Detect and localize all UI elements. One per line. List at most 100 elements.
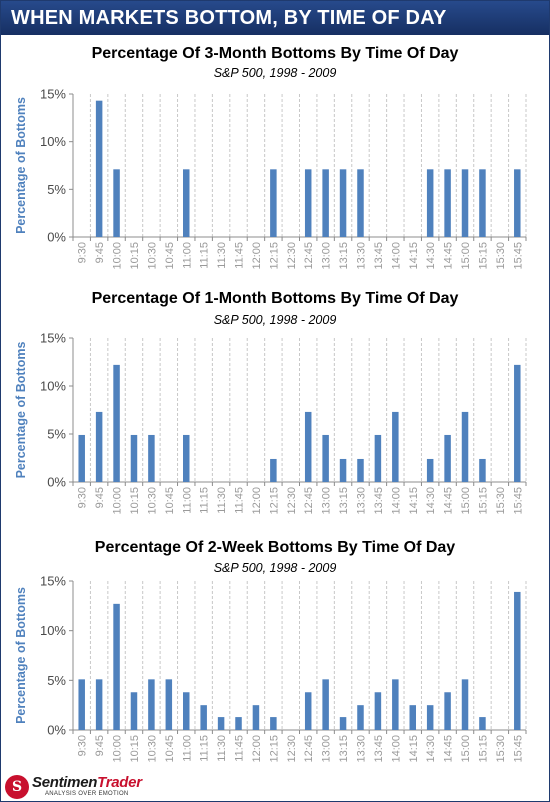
x-tick-label: 13:30 bbox=[355, 735, 367, 763]
y-tick-label: 5% bbox=[47, 182, 66, 197]
x-tick-label: 15:30 bbox=[495, 242, 507, 270]
x-tick-label: 14:45 bbox=[443, 242, 455, 270]
x-tick-label: 11:30 bbox=[216, 242, 228, 269]
y-tick-label: 10% bbox=[40, 379, 66, 394]
sentimentrader-logo: S SentimenTrader ANALYSIS OVER EMOTION bbox=[5, 774, 142, 800]
x-tick-label: 9:45 bbox=[94, 735, 106, 756]
chart-title: Percentage Of 1-Month Bottoms By Time Of… bbox=[91, 290, 459, 307]
bar bbox=[270, 458, 277, 482]
bar bbox=[322, 169, 329, 237]
x-tick-label: 12:30 bbox=[286, 242, 298, 270]
bar-chart-svg: 0% 5% 10% 15% 9:30 9:45 10:00 10:15 10:30 10:45 11… bbox=[14, 331, 527, 515]
chart-1-month-bottoms: Percentage Of 1-Month Bottoms By Time Of… bbox=[1, 285, 549, 530]
bar bbox=[444, 434, 451, 482]
chart-title: Percentage Of 2-Week Bottoms By Time Of … bbox=[94, 539, 456, 556]
x-tick-label: 9:30 bbox=[77, 735, 89, 756]
x-tick-label: 9:45 bbox=[94, 242, 106, 263]
bar bbox=[374, 692, 382, 730]
x-tick-label: 12:45 bbox=[303, 487, 315, 515]
bar bbox=[304, 169, 312, 237]
x-tick-label: 10:00 bbox=[112, 487, 124, 515]
y-axis-title: Percentage of Bottoms bbox=[14, 342, 28, 479]
y-tick-label: 0% bbox=[47, 230, 66, 245]
x-tick-label: 12:15 bbox=[268, 487, 280, 515]
bar-chart-svg: 0% 5% 10% 15% 9:30 9:45 10:00 10:15 10:30 10:45 11… bbox=[14, 87, 527, 270]
y-tick-label: 5% bbox=[47, 427, 66, 442]
x-tick-label: 10:30 bbox=[146, 735, 158, 763]
x-tick-label: 10:45 bbox=[164, 487, 176, 515]
x-tick-label: 15:30 bbox=[495, 735, 507, 763]
x-tick-label: 11:15 bbox=[199, 735, 211, 762]
x-tick-label: 13:45 bbox=[373, 735, 385, 763]
x-tick-label: 11:00 bbox=[181, 487, 193, 514]
x-tick-label: 14:30 bbox=[425, 242, 437, 270]
x-tick-label: 15:00 bbox=[460, 735, 472, 763]
x-tick-label: 9:45 bbox=[94, 487, 106, 508]
x-tick-label: 13:15 bbox=[338, 735, 350, 763]
logo-name: SentimenTrader bbox=[32, 774, 142, 791]
x-tick-label: 12:00 bbox=[251, 242, 263, 270]
bar bbox=[78, 434, 85, 482]
bar bbox=[392, 679, 399, 730]
x-tick-label: 12:15 bbox=[268, 242, 280, 270]
x-tick-label: 14:45 bbox=[443, 487, 455, 515]
chart-title: Percentage Of 3-Month Bottoms By Time Of… bbox=[91, 45, 459, 62]
x-tick-label: 11:00 bbox=[181, 242, 193, 269]
bar bbox=[200, 705, 207, 730]
bar bbox=[270, 717, 277, 730]
x-tick-label: 11:45 bbox=[234, 735, 246, 762]
x-tick-label: 13:00 bbox=[321, 487, 333, 515]
page-title: WHEN MARKETS BOTTOM, BY TIME OF DAY bbox=[1, 1, 549, 35]
bar bbox=[357, 458, 364, 482]
chart-2-week-bottoms: Percentage Of 2-Week Bottoms By Time Of … bbox=[1, 530, 549, 775]
x-tick-label: 11:15 bbox=[199, 242, 211, 269]
x-tick-label: 11:45 bbox=[234, 242, 246, 269]
x-tick-label: 10:15 bbox=[129, 487, 141, 515]
bar bbox=[426, 705, 434, 730]
x-tick-label: 12:15 bbox=[268, 735, 280, 763]
bar bbox=[235, 717, 242, 730]
x-tick-label: 12:45 bbox=[303, 242, 315, 270]
chart-subtitle: S&P 500, 1998 - 2009 bbox=[213, 561, 337, 575]
bar bbox=[304, 411, 312, 482]
bar bbox=[130, 434, 138, 482]
x-tick-label: 15:15 bbox=[477, 487, 489, 515]
x-tick-label: 12:00 bbox=[251, 487, 263, 515]
bar bbox=[183, 169, 190, 237]
bar bbox=[426, 169, 434, 237]
bar bbox=[339, 169, 347, 237]
x-tick-label: 12:00 bbox=[251, 735, 263, 763]
y-tick-label: 0% bbox=[47, 475, 66, 490]
bar bbox=[374, 434, 382, 482]
x-tick-label: 15:00 bbox=[460, 242, 472, 270]
bar bbox=[514, 364, 521, 482]
x-tick-label: 15:30 bbox=[495, 487, 507, 515]
y-tick-label: 0% bbox=[47, 723, 66, 738]
x-tick-label: 13:15 bbox=[338, 487, 350, 515]
x-tick-label: 11:30 bbox=[216, 735, 228, 762]
x-tick-label: 10:45 bbox=[164, 735, 176, 763]
bar bbox=[95, 679, 103, 730]
y-tick-label: 5% bbox=[47, 673, 66, 688]
x-tick-label: 10:30 bbox=[146, 487, 158, 515]
bar bbox=[461, 679, 469, 730]
x-tick-label: 14:30 bbox=[425, 487, 437, 515]
bar bbox=[252, 705, 260, 730]
x-tick-label: 13:00 bbox=[321, 242, 333, 270]
x-tick-label: 15:00 bbox=[460, 487, 472, 515]
bar bbox=[409, 705, 416, 730]
bar bbox=[165, 679, 173, 730]
x-tick-label: 15:15 bbox=[477, 242, 489, 270]
bar bbox=[514, 591, 521, 730]
bar bbox=[322, 679, 329, 730]
bar bbox=[217, 717, 225, 730]
x-tick-label: 13:45 bbox=[373, 242, 385, 270]
x-tick-label: 11:45 bbox=[234, 487, 246, 514]
bar bbox=[78, 679, 85, 730]
x-tick-label: 10:15 bbox=[129, 242, 141, 270]
bar bbox=[130, 692, 138, 730]
x-tick-label: 10:00 bbox=[112, 735, 124, 763]
x-tick-label: 10:30 bbox=[146, 242, 158, 270]
x-tick-label: 12:45 bbox=[303, 735, 315, 763]
